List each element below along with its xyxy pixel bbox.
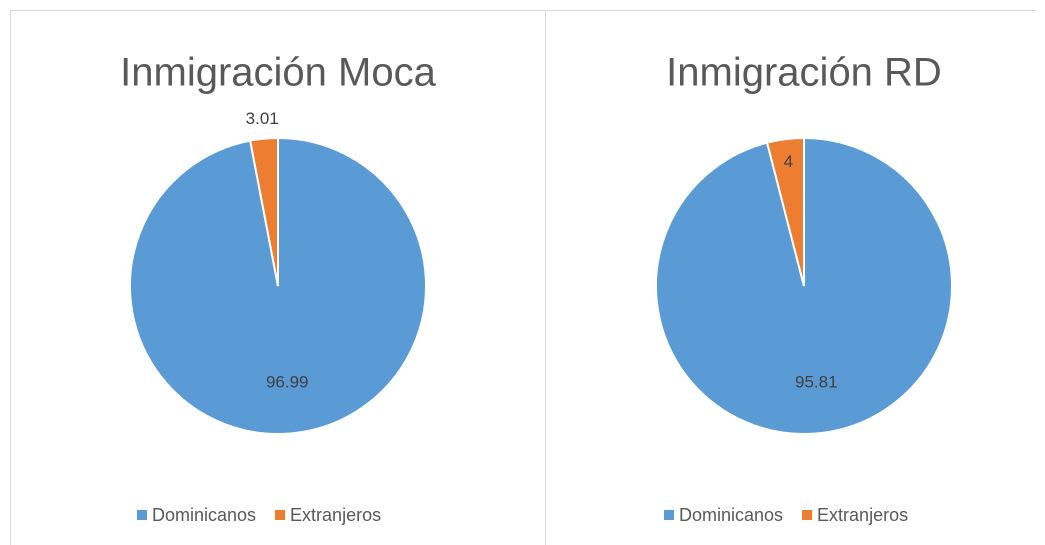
pie-slice [765, 136, 805, 287]
data-label: 95.81 [795, 372, 838, 391]
legend-swatch [137, 510, 147, 520]
data-label: 96.99 [266, 373, 309, 392]
legend-swatch [275, 510, 286, 520]
frame [10, 10, 1036, 545]
legend-swatch [664, 510, 674, 520]
legend-label: Dominicanos [679, 505, 783, 525]
legend-label: Extranjeros [290, 505, 381, 525]
legend-label: Dominicanos [152, 505, 256, 525]
legend-label: Extranjeros [817, 505, 908, 525]
chart-title: Inmigración RD [666, 51, 942, 95]
data-label: 4 [784, 152, 793, 171]
chart-title: Inmigración Moca [120, 51, 436, 95]
data-label: 3.01 [246, 109, 279, 128]
pie-slice [249, 136, 279, 287]
legend-swatch [802, 510, 813, 520]
